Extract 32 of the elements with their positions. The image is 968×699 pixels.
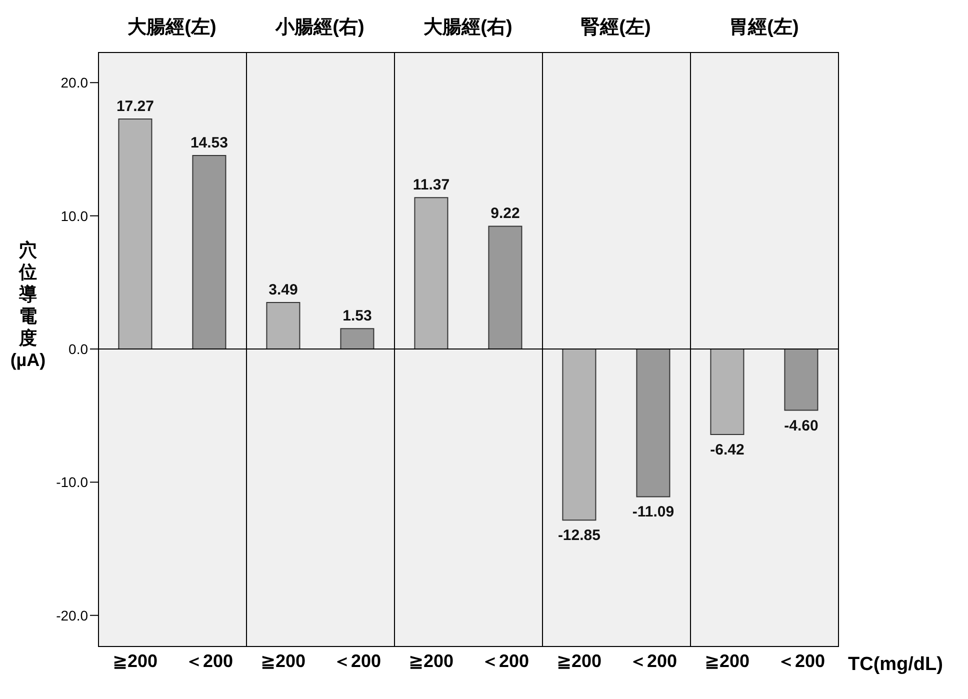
x-tick-label: ＜200 <box>776 650 826 671</box>
data-label: -4.60 <box>784 417 818 434</box>
x-tick-label: ≧200 <box>260 650 306 671</box>
data-label: 14.53 <box>190 134 228 152</box>
chart-title: 大腸經(左) <box>126 16 218 40</box>
data-label: 11.37 <box>412 176 450 194</box>
chart-title: 大腸經(右) <box>422 16 514 40</box>
y-axis-title: 穴位導電度(µA) <box>9 239 47 371</box>
data-label: 9.22 <box>490 205 520 222</box>
data-label: 1.53 <box>342 308 372 325</box>
x-tick-label: ≧200 <box>704 650 750 671</box>
chart-title: 腎經(左) <box>580 16 652 40</box>
y-tick-label: 20.0 <box>60 74 88 91</box>
data-label: 17.27 <box>116 98 154 115</box>
x-tick-label: ＜200 <box>184 650 234 671</box>
y-tick-label: -20.0 <box>56 607 88 624</box>
x-tick-label: ＜200 <box>480 650 530 671</box>
data-label: 3.49 <box>268 282 298 299</box>
x-tick-label: ＜200 <box>628 650 678 671</box>
y-tick-label: 0.0 <box>68 340 88 357</box>
x-tick-label: ≧200 <box>112 650 158 671</box>
chart-title: 小腸經(右) <box>274 16 366 40</box>
data-label: -11.09 <box>632 504 674 521</box>
x-tick-label: ≧200 <box>556 650 602 671</box>
data-label: -12.85 <box>558 527 600 544</box>
y-tick-label: -10.0 <box>56 474 88 490</box>
data-label: -6.42 <box>710 442 744 459</box>
x-axis-title: TC(mg/dL) <box>848 654 943 676</box>
chart-title: 胃經(左) <box>728 16 800 40</box>
x-tick-label: ≧200 <box>408 650 454 671</box>
y-tick-label: 10.0 <box>60 208 88 224</box>
x-tick-label: ＜200 <box>332 650 382 671</box>
